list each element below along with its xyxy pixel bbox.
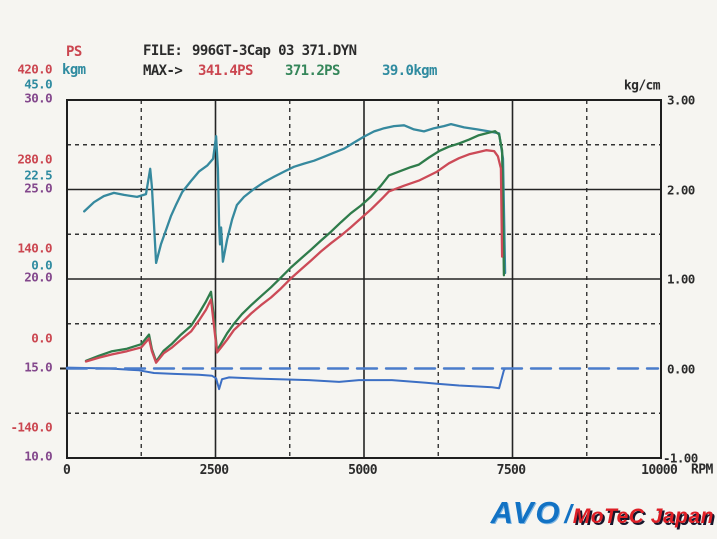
- axis-tick-label: 2.00: [667, 182, 695, 197]
- axis-tick-label: 1.00: [667, 271, 695, 287]
- axis-tick-label: 0.00: [667, 361, 695, 376]
- axis-tick-label: 30.0: [24, 90, 52, 106]
- axis-tick-label: 0.0: [31, 330, 52, 345]
- axis-tick-label: 7500: [496, 463, 527, 478]
- axis-tick-label: 0: [63, 463, 71, 478]
- plot-border: [66, 99, 662, 459]
- axis-tick-label: -1.00: [663, 450, 698, 466]
- file-label: FILE:: [143, 43, 183, 59]
- series-power-run1-ps: [84, 149, 504, 364]
- axis-tick-label: 10.0: [24, 448, 52, 464]
- right-axis-unit: kg/cm: [623, 78, 661, 94]
- axis-tick-label: -140.0: [10, 419, 52, 435]
- series-torque-kgm: [83, 122, 507, 275]
- legend-ps: PS: [66, 44, 82, 60]
- axis-tick-label: 22.5: [24, 167, 52, 182]
- axis-tick-label: 10000: [641, 463, 678, 478]
- max-power-red: 341.4PS: [198, 63, 253, 79]
- axis-tick-label: 420.0: [17, 61, 52, 77]
- logo-motec: MoTeC Japan: [572, 505, 714, 528]
- axis-tick-label: 45.0: [24, 76, 52, 92]
- x-axis-unit: RPM: [691, 462, 713, 478]
- axis-tick-label: 15.0: [24, 359, 52, 374]
- file-value: 996GT-3Cap 03 371.DYN: [192, 43, 357, 59]
- axis-tick-label: 3.00: [667, 92, 695, 108]
- axis-tick-label: 25.0: [24, 180, 52, 195]
- axis-tick-label: 0.0: [31, 257, 52, 273]
- legend-kgm: kgm: [62, 62, 86, 78]
- max-power-green: 371.2PS: [285, 63, 340, 79]
- logo-slash: /: [564, 499, 572, 529]
- series-power-run2-ps: [84, 130, 506, 363]
- axis-tick-label: 2500: [199, 463, 230, 478]
- max-torque-teal: 39.0kgm: [382, 63, 437, 79]
- logo: AVO/MoTeC Japan: [491, 496, 714, 536]
- logo-avo: AVO: [490, 495, 562, 530]
- axis-tick-label: 5000: [348, 463, 378, 478]
- axis-tick-label: 140.0: [17, 240, 52, 256]
- series-boost-kgcm: [66, 366, 507, 391]
- max-label: MAX->: [143, 63, 183, 79]
- axis-tick-label: 280.0: [17, 151, 52, 166]
- axis-tick-label: 20.0: [24, 269, 52, 285]
